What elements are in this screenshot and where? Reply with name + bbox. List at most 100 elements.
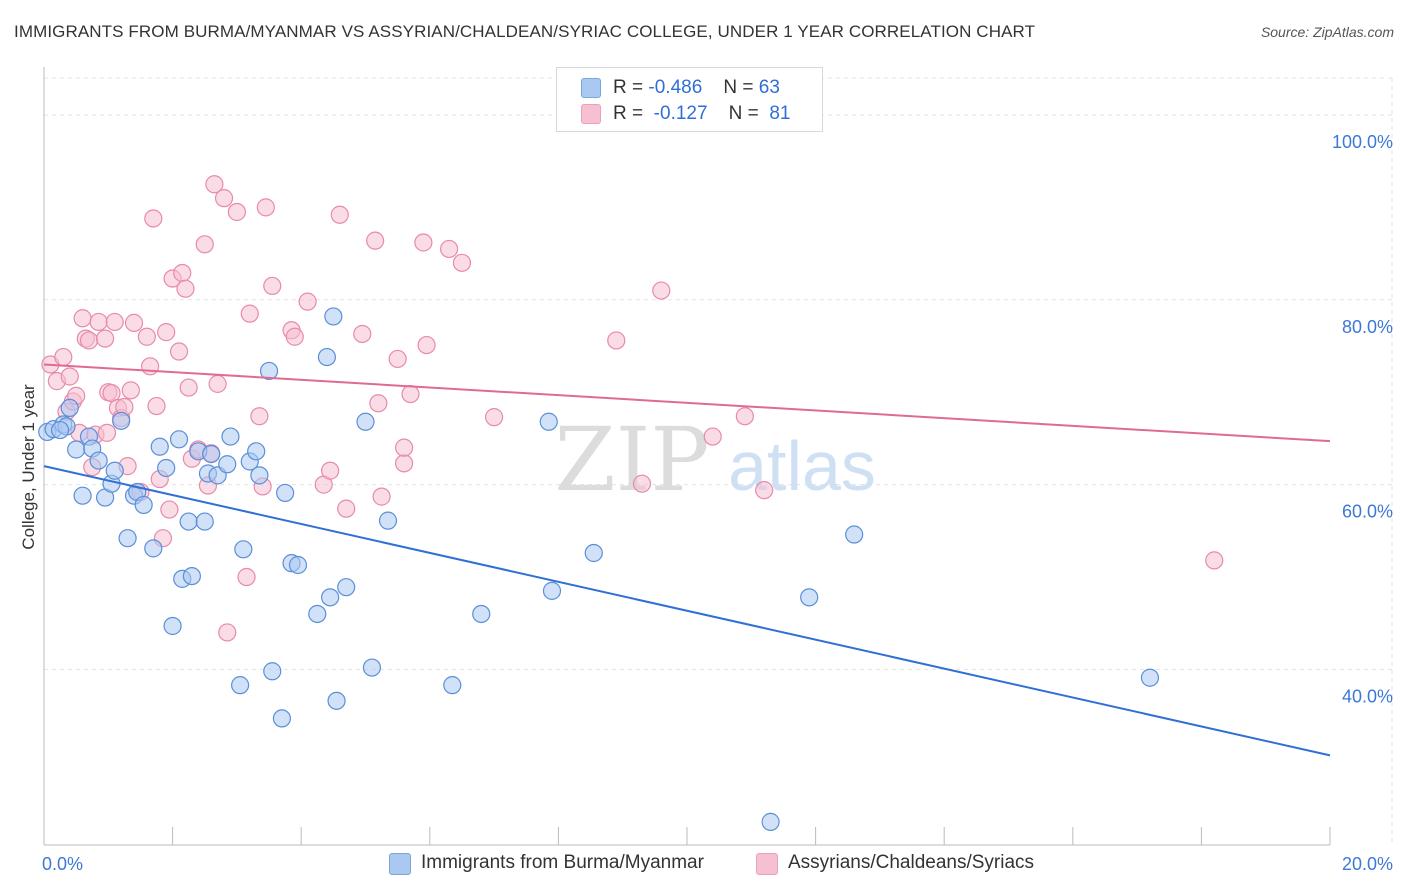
data-point-burma — [134, 495, 153, 515]
data-point-assyrians — [485, 408, 504, 427]
data-point-assyrians — [89, 312, 108, 332]
x-tick-label: 20.0% — [1342, 854, 1393, 874]
data-point-assyrians — [394, 454, 414, 473]
data-point-assyrians — [79, 331, 99, 350]
data-point-burma — [472, 604, 491, 624]
data-point-burma — [317, 347, 337, 367]
data-point-assyrians — [439, 239, 459, 259]
data-point-burma — [542, 581, 562, 600]
tick-labels: 40.0% 60.0% 80.0% 100.0% 0.0% 20.0% — [42, 132, 1393, 874]
series-legend-swatch-blue — [389, 853, 411, 875]
data-point-burma — [105, 461, 124, 480]
data-point-burma — [337, 578, 356, 597]
data-point-burma — [1140, 668, 1160, 687]
legend-swatch-blue — [581, 78, 601, 98]
data-point-assyrians — [144, 209, 163, 228]
data-point-burma — [73, 486, 92, 505]
series-legend: Immigrants from Burma/Myanmar Assyrians/… — [0, 852, 1406, 876]
legend-n-value-assyrians: 81 — [769, 103, 791, 124]
data-point-burma — [324, 307, 343, 326]
data-point-assyrians — [140, 357, 160, 376]
series-legend-label-assyrians: Assyrians/Chaldeans/Syriacs — [788, 852, 1035, 873]
data-point-assyrians — [263, 276, 282, 296]
data-point-burma — [202, 445, 221, 464]
data-point-assyrians — [1205, 551, 1224, 570]
data-point-burma — [263, 662, 282, 681]
data-point-assyrians — [417, 335, 436, 355]
data-point-burma — [195, 512, 214, 531]
data-point-burma — [118, 529, 137, 548]
correlation-legend: R = -0.486 N = 63 R = -0.127 N = 81 — [556, 67, 823, 132]
data-point-assyrians — [208, 374, 227, 393]
data-point-assyrians — [369, 394, 388, 413]
data-point-burma — [89, 451, 108, 470]
data-point-assyrians — [95, 329, 115, 348]
data-point-assyrians — [452, 253, 472, 272]
data-point-burma — [169, 430, 189, 449]
data-point-burma — [112, 411, 131, 430]
data-point-burma — [539, 412, 558, 431]
data-point-assyrians — [388, 349, 407, 369]
data-point-assyrians — [218, 623, 237, 642]
data-point-assyrians — [755, 481, 774, 500]
data-point-burma — [800, 588, 819, 607]
data-point-assyrians — [54, 347, 73, 367]
axes — [43, 67, 1331, 846]
legend-swatch-pink — [581, 104, 601, 124]
data-point-assyrians — [285, 327, 304, 346]
data-point-burma — [272, 709, 292, 728]
series-legend-swatch-pink — [756, 853, 778, 875]
data-point-assyrians — [137, 327, 156, 346]
legend-n-label: N = — [728, 103, 759, 124]
data-point-assyrians — [735, 407, 754, 426]
data-point-burma — [182, 566, 201, 586]
data-point-assyrians — [372, 487, 391, 506]
legend-r-value-burma: -0.486 — [648, 77, 703, 98]
y-tick-label: 60.0% — [1342, 502, 1393, 522]
watermark-zip: ZIP — [554, 408, 709, 511]
trend-lines — [43, 363, 1331, 757]
data-point-assyrians — [607, 331, 626, 350]
data-point-assyrians — [298, 292, 317, 311]
series-burma-points — [38, 307, 1160, 831]
data-point-assyrians — [214, 189, 234, 208]
data-point-assyrians — [179, 378, 198, 397]
data-point-assyrians — [105, 312, 124, 332]
data-point-burma — [362, 658, 382, 677]
data-point-assyrians — [169, 342, 189, 361]
y-tick-label: 40.0% — [1342, 686, 1393, 706]
data-point-burma — [288, 555, 308, 575]
data-point-assyrians — [147, 396, 166, 416]
data-point-assyrians — [157, 323, 176, 342]
data-point-assyrians — [227, 202, 246, 222]
data-point-assyrians — [195, 235, 214, 254]
data-point-assyrians — [250, 407, 269, 426]
data-point-assyrians — [353, 324, 372, 344]
data-point-burma — [157, 458, 176, 478]
data-point-burma — [259, 361, 279, 381]
data-point-assyrians — [256, 198, 275, 217]
data-point-burma — [761, 812, 780, 831]
y-tick-label: 100.0% — [1332, 132, 1393, 152]
data-point-assyrians — [366, 231, 385, 250]
data-point-burma — [247, 442, 266, 461]
data-point-burma — [144, 539, 163, 558]
data-point-assyrians — [60, 367, 79, 386]
data-point-burma — [584, 543, 603, 563]
data-point-burma — [356, 412, 375, 431]
data-point-assyrians — [160, 500, 179, 519]
data-point-burma — [179, 512, 198, 531]
data-point-burma — [60, 398, 79, 418]
y-tick-label: 80.0% — [1342, 317, 1393, 337]
data-point-assyrians — [240, 304, 259, 323]
data-point-burma — [163, 616, 182, 636]
data-point-assyrians — [401, 384, 420, 404]
data-point-assyrians — [652, 281, 671, 300]
data-point-burma — [378, 511, 398, 530]
data-point-assyrians — [237, 567, 256, 587]
chart-source: Source: ZipAtlas.com — [1260, 24, 1394, 40]
data-point-assyrians — [703, 427, 722, 446]
legend-r-label: R = — [613, 77, 644, 98]
watermark-atlas: atlas — [728, 427, 876, 505]
